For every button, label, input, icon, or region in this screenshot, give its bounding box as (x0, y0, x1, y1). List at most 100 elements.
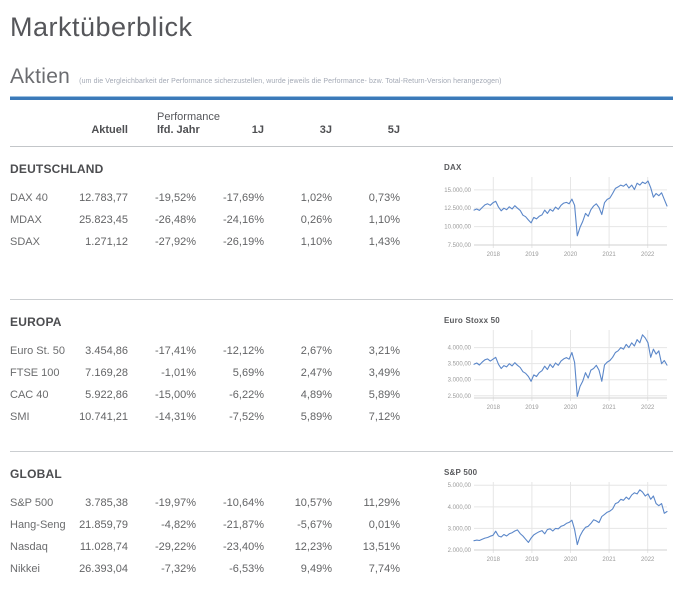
value-lfd-jahr: -14,31% (155, 411, 196, 423)
value-5j: 3,49% (368, 367, 400, 379)
column-header-spacer (10, 124, 66, 136)
section-table: EUROPA Euro St. 50 3.454,86 -17,41% -12,… (10, 311, 410, 451)
column-header-lfd-jahr: lfd. Jahr (157, 124, 200, 136)
value-3j: 1,10% (300, 236, 332, 248)
index-row: Hang-Seng 21.859,79 -4,82% -21,87% -5,67… (10, 514, 410, 536)
x-tick-label: 2018 (487, 252, 501, 258)
value-aktuell: 25.823,45 (79, 214, 128, 226)
index-row: SDAX 1.271,12 -27,92% -26,19% 1,10% 1,43… (10, 231, 410, 253)
x-tick-label: 2019 (525, 252, 539, 258)
x-tick-label: 2021 (602, 557, 616, 563)
y-tick-label: 10.000,00 (444, 225, 471, 231)
value-3j: 0,26% (300, 214, 332, 226)
price-line (473, 180, 668, 237)
value-5j: 5,89% (368, 389, 400, 401)
x-tick-label: 2019 (525, 405, 539, 411)
x-tick-label: 2020 (564, 252, 578, 258)
chart-title: Euro Stoxx 50 (444, 316, 500, 325)
x-tick-label: 2021 (602, 405, 616, 411)
x-tick-label: 2021 (602, 252, 616, 258)
section-heading: DEUTSCHLAND (10, 162, 104, 176)
value-1j: -6,22% (229, 389, 264, 401)
value-5j: 11,29% (363, 497, 401, 509)
y-tick-label: 3.000,00 (448, 378, 472, 384)
value-1j: -12,12% (223, 345, 264, 357)
value-5j: 1,10% (368, 214, 400, 226)
x-tick-label: 2022 (641, 557, 655, 563)
y-tick-label: 3.000,00 (448, 526, 472, 532)
index-name: Nasdaq (10, 541, 48, 553)
value-3j: 2,67% (300, 345, 332, 357)
chart-title: DAX (444, 163, 462, 172)
index-row: S&P 500 3.785,38 -19,97% -10,64% 10,57% … (10, 492, 410, 514)
accent-divider (10, 96, 673, 100)
aktien-note: (um die Vergleichbarkeit der Performance… (79, 78, 502, 85)
value-3j: 5,89% (300, 411, 332, 423)
index-name: Nikkei (10, 563, 40, 575)
value-lfd-jahr: -15,00% (155, 389, 196, 401)
section-heading: GLOBAL (10, 467, 62, 481)
index-name: Hang-Seng (10, 519, 66, 531)
chart: 15.000,00 12.500,00 10.000,00 7.500,00 2018 2… (438, 173, 673, 273)
x-tick-label: 2022 (641, 252, 655, 258)
column-header-aktuell: Aktuell (91, 124, 128, 136)
value-lfd-jahr: -19,52% (155, 192, 196, 204)
y-tick-label: 3.500,00 (448, 362, 472, 368)
column-header-row: Aktuell lfd. Jahr 1J 3J 5J (10, 124, 673, 136)
index-name: SDAX (10, 236, 40, 248)
value-1j: -7,52% (229, 411, 264, 423)
y-tick-label: 4.000,00 (448, 346, 472, 352)
y-tick-label: 15.000,00 (444, 188, 471, 194)
section-chart-panel: DAX 15.000,00 12.500,00 10.000,00 7.500,00 2… (438, 158, 673, 299)
value-3j: 10,57% (294, 497, 332, 509)
index-name: Euro St. 50 (10, 345, 66, 357)
aktien-title: Aktien (10, 65, 71, 88)
value-lfd-jahr: -27,92% (155, 236, 196, 248)
chart-svg: 15.000,00 12.500,00 10.000,00 7.500,00 2018 2… (444, 177, 668, 258)
market-section: DEUTSCHLAND DAX 40 12.783,77 -19,52% -17… (10, 147, 673, 299)
y-tick-label: 4.000,00 (448, 505, 472, 511)
chart-svg: 5.000,00 4.000,00 3.000,00 2.000,00 2018 2019… (448, 482, 668, 563)
value-aktuell: 3.785,38 (85, 497, 128, 509)
y-tick-label: 5.000,00 (448, 483, 472, 489)
price-line (473, 334, 668, 397)
section-rows: S&P 500 3.785,38 -19,97% -10,64% 10,57% … (10, 492, 410, 580)
section-table: DEUTSCHLAND DAX 40 12.783,77 -19,52% -17… (10, 158, 410, 299)
value-1j: -6,53% (229, 563, 264, 575)
value-1j: -24,16% (223, 214, 264, 226)
value-1j: -21,87% (223, 519, 264, 531)
section-rows: DAX 40 12.783,77 -19,52% -17,69% 1,02% 0… (10, 187, 410, 253)
index-name: CAC 40 (10, 389, 49, 401)
index-row: Euro St. 50 3.454,86 -17,41% -12,12% 2,6… (10, 340, 410, 362)
value-5j: 0,73% (368, 192, 400, 204)
x-tick-label: 2019 (525, 557, 539, 563)
y-tick-label: 7.500,00 (448, 243, 472, 249)
chart-svg: 4.000,00 3.500,00 3.000,00 2.500,00 2018 2019… (448, 330, 668, 411)
value-5j: 13,51% (362, 541, 400, 553)
value-aktuell: 1.271,12 (85, 236, 128, 248)
value-3j: 12,23% (294, 541, 332, 553)
column-header-5j: 5J (387, 124, 400, 136)
column-header-3j: 3J (319, 124, 332, 136)
value-3j: 9,49% (300, 563, 332, 575)
x-tick-label: 2022 (641, 405, 655, 411)
index-row: MDAX 25.823,45 -26,48% -24,16% 0,26% 1,1… (10, 209, 410, 231)
value-lfd-jahr: -26,48% (155, 214, 196, 226)
value-aktuell: 7.169,28 (85, 367, 128, 379)
index-name: DAX 40 (10, 192, 48, 204)
performance-group-label: Performance (157, 111, 220, 123)
y-tick-label: 2.500,00 (448, 394, 472, 400)
aktien-subheader: Aktien (um die Vergleichbarkeit der Perf… (10, 65, 673, 89)
index-row: CAC 40 5.922,86 -15,00% -6,22% 4,89% 5,8… (10, 384, 410, 406)
value-5j: 7,12% (368, 411, 400, 423)
chart: 4.000,00 3.500,00 3.000,00 2.500,00 2018 2019… (438, 326, 673, 426)
index-row: FTSE 100 7.169,28 -1,01% 5,69% 2,47% 3,4… (10, 362, 410, 384)
column-header-1j: 1J (251, 124, 264, 136)
value-3j: 2,47% (300, 367, 332, 379)
x-tick-label: 2018 (487, 405, 501, 411)
value-5j: 7,74% (368, 563, 400, 575)
y-tick-label: 2.000,00 (448, 548, 472, 554)
value-lfd-jahr: -7,32% (161, 563, 196, 575)
section-chart-panel: Euro Stoxx 50 4.000,00 3.500,00 3.000,00 2.… (438, 311, 673, 451)
